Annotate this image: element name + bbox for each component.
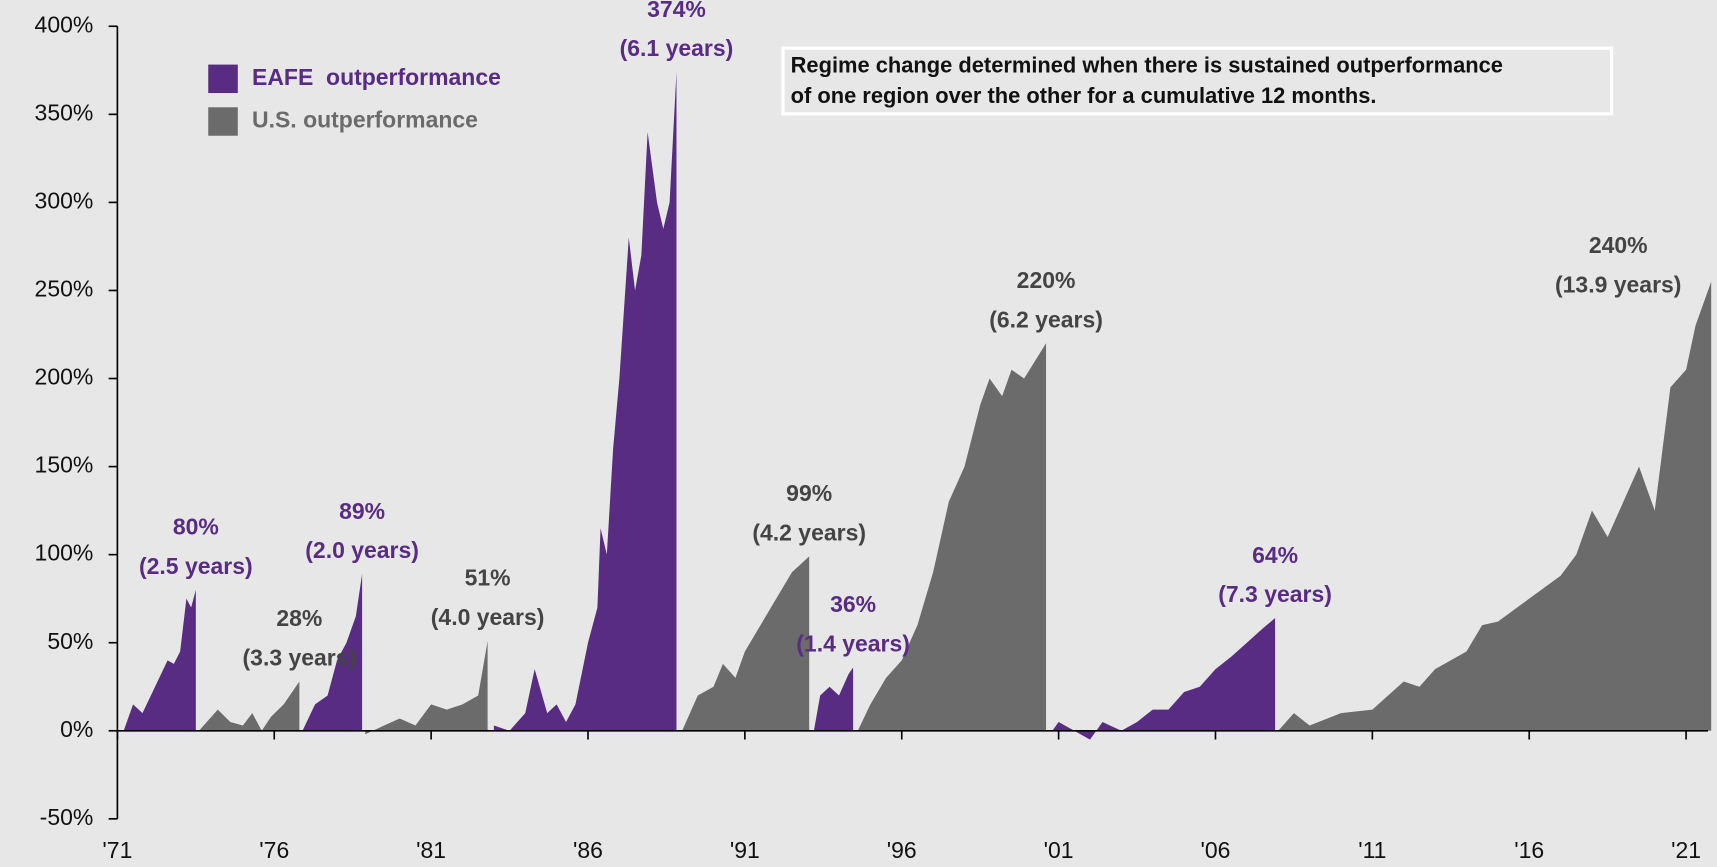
regime-area — [198, 681, 300, 731]
y-tick-label: 100% — [35, 540, 94, 566]
regime-area — [365, 640, 488, 735]
legend-label: U.S. outperformance — [252, 107, 478, 133]
y-tick-label: 300% — [35, 187, 94, 213]
duration-label: (4.2 years) — [752, 520, 866, 546]
x-tick-label: '21 — [1671, 837, 1701, 863]
y-tick-label: 0% — [60, 716, 93, 742]
peak-label: 51% — [465, 565, 511, 591]
duration-label: (2.5 years) — [139, 553, 253, 579]
x-tick-label: '91 — [730, 837, 760, 863]
peak-label: 36% — [830, 591, 876, 617]
x-tick-label: '96 — [887, 837, 917, 863]
y-tick-label: 50% — [47, 628, 93, 654]
duration-label: (4.0 years) — [431, 604, 545, 630]
peak-label: 28% — [276, 605, 322, 631]
peak-label: 240% — [1589, 232, 1648, 258]
duration-label: (6.1 years) — [620, 35, 734, 61]
x-tick-label: '76 — [259, 837, 289, 863]
x-tick-label: '86 — [573, 837, 603, 863]
y-tick-label: 200% — [35, 364, 94, 390]
peak-label: 64% — [1252, 542, 1298, 568]
peak-label: 89% — [339, 498, 385, 524]
peak-label: 220% — [1017, 267, 1076, 293]
y-tick-label: 350% — [35, 99, 94, 125]
regime-area — [123, 589, 196, 731]
y-tick-label: 400% — [35, 11, 94, 37]
y-tick-label: -50% — [40, 804, 94, 830]
legend-label: EAFE outperformance — [252, 64, 501, 90]
x-tick-label: '01 — [1044, 837, 1074, 863]
duration-label: (13.9 years) — [1555, 271, 1681, 297]
regime-area — [682, 556, 810, 731]
duration-label: (2.0 years) — [305, 537, 419, 563]
duration-label: (6.2 years) — [989, 306, 1103, 332]
x-tick-label: '06 — [1201, 837, 1231, 863]
y-tick-label: 150% — [35, 452, 94, 478]
x-tick-label: '71 — [102, 837, 132, 863]
regime-area — [813, 667, 854, 731]
x-tick-label: '11 — [1358, 837, 1386, 863]
regime-area — [493, 72, 677, 731]
duration-label: (1.4 years) — [796, 631, 910, 657]
x-tick-label: '16 — [1514, 837, 1544, 863]
regime-area — [857, 343, 1047, 731]
legend-swatch — [208, 64, 238, 94]
note-box — [781, 46, 1614, 116]
y-tick-label: 250% — [35, 276, 94, 302]
x-tick-label: '81 — [416, 837, 446, 863]
legend-swatch — [208, 107, 238, 136]
regime-area — [1052, 618, 1276, 740]
peak-label: 80% — [173, 514, 219, 540]
note-line: of one region over the other for a cumul… — [791, 83, 1377, 108]
duration-label: (7.3 years) — [1218, 581, 1332, 607]
regime-area — [302, 574, 363, 731]
peak-label: 374% — [647, 0, 706, 22]
duration-label: (3.3 years) — [243, 645, 357, 671]
note-line: Regime change determined when there is s… — [791, 53, 1503, 78]
peak-label: 99% — [786, 480, 832, 506]
regime-area — [1278, 281, 1712, 731]
